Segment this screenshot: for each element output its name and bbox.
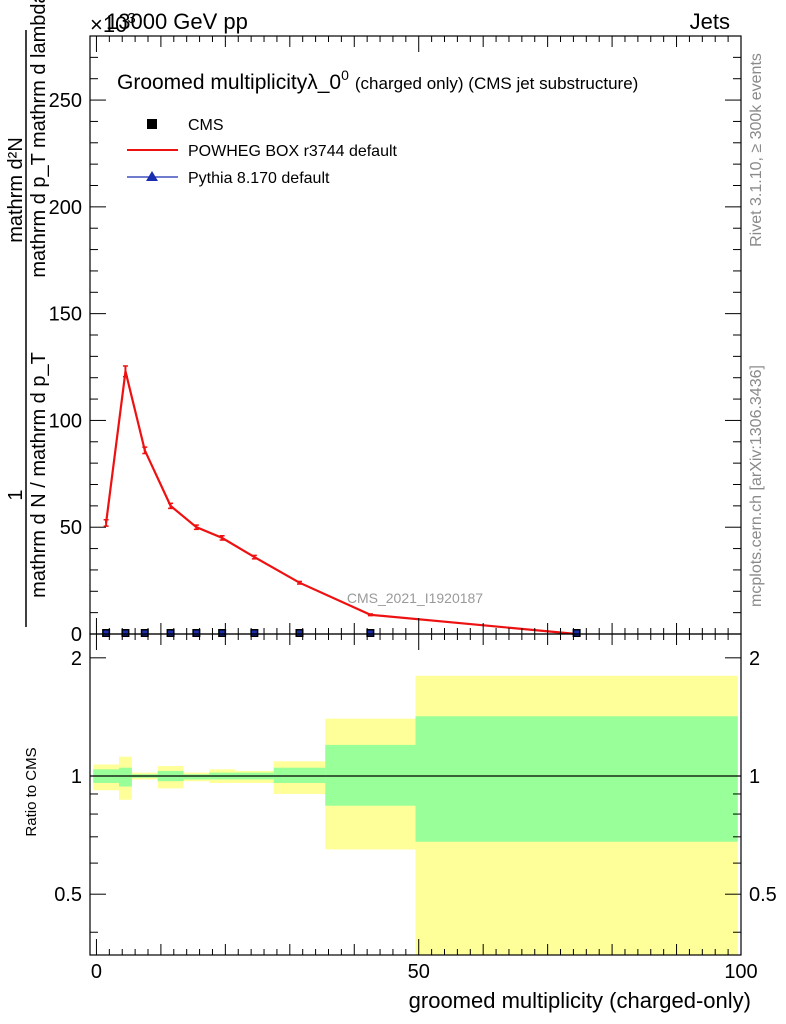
pythia-point-8 bbox=[367, 630, 373, 636]
y-axis-label-prefix: mathrm d N / mathrm d p_T bbox=[28, 352, 50, 598]
y-axis-label-one: 1 bbox=[5, 489, 27, 500]
legend-label-powheg: POWHEG BOX r3744 default bbox=[188, 143, 398, 160]
legend-label-pythia: Pythia 8.170 default bbox=[188, 170, 330, 187]
pythia-point-7 bbox=[296, 630, 302, 636]
ratio-y-tick-label-right-1: 1 bbox=[749, 766, 760, 788]
y-tick-label-50: 50 bbox=[60, 517, 82, 539]
ratio-y-tick-label-right-0.5: 0.5 bbox=[749, 884, 777, 906]
process-label: Jets bbox=[690, 9, 730, 34]
exponent-label: ×103 bbox=[90, 10, 136, 37]
x-tick-label-100: 100 bbox=[724, 961, 757, 983]
ratio-y-tick-label-left-1: 1 bbox=[71, 766, 82, 788]
analysis-watermark: CMS_2021_I1920187 bbox=[347, 590, 483, 606]
ratio-plot: 0 50 100 0.5 0.5 1 1 2 2 bbox=[54, 633, 777, 983]
ratio-band-green-1 bbox=[119, 767, 132, 787]
pythia-point-5 bbox=[219, 630, 225, 636]
pythia-point-9 bbox=[574, 630, 580, 636]
legend-marker-cms bbox=[147, 119, 157, 129]
ratio-y-tick-label-left-0.5: 0.5 bbox=[54, 884, 82, 906]
pythia-point-1 bbox=[122, 630, 128, 636]
x-tick-label-0: 0 bbox=[91, 961, 102, 983]
ratio-plot-frame bbox=[89, 633, 742, 956]
energy-label: 13000 GeV pp bbox=[106, 9, 248, 34]
ratio-band-green-7 bbox=[273, 767, 326, 783]
ratio-y-tick-label-left-2: 2 bbox=[71, 648, 82, 670]
pythia-point-3 bbox=[168, 630, 174, 636]
x-tick-label-50: 50 bbox=[408, 961, 430, 983]
pythia-point-6 bbox=[251, 630, 257, 636]
ratio-band-green-8 bbox=[325, 744, 416, 806]
x-axis-label: groomed multiplicity (charged-only) bbox=[409, 988, 751, 1013]
ratio-band-green-4 bbox=[183, 774, 210, 780]
y-tick-label-0: 0 bbox=[71, 624, 82, 646]
y-tick-label-100: 100 bbox=[49, 410, 82, 432]
chart-title: Groomed multiplicityλ_00 (charged only) (… bbox=[117, 67, 638, 94]
pythia-point-2 bbox=[142, 630, 148, 636]
ratio-y-axis-label: Ratio to CMS bbox=[23, 747, 40, 836]
y-tick-label-150: 150 bbox=[49, 304, 82, 326]
legend-label-cms: CMS bbox=[188, 117, 224, 134]
ratio-band-green-9 bbox=[415, 716, 738, 842]
y-tick-label-250: 250 bbox=[49, 90, 82, 112]
y-axis-label-denominator: mathrm d p_T mathrm d lambda bbox=[28, 0, 50, 278]
pythia-point-4 bbox=[193, 630, 199, 636]
powheg-line bbox=[105, 371, 577, 636]
mcplots-label: mcplots.cern.ch [arXiv:1306.3436] bbox=[748, 365, 765, 607]
pythia-point-0 bbox=[103, 630, 109, 636]
main-plot: 0 50 100 150 200 250 bbox=[49, 35, 742, 646]
rivet-label: Rivet 3.1.10, ≥ 300k events bbox=[748, 53, 765, 247]
y-tick-label-200: 200 bbox=[49, 197, 82, 219]
ratio-y-tick-label-right-2: 2 bbox=[749, 648, 760, 670]
legend: CMS POWHEG BOX r3744 default Pythia 8.17… bbox=[127, 117, 398, 187]
y-axis-label: 1 mathrm d²N mathrm d p_T mathrm d lambd… bbox=[5, 0, 50, 627]
legend-marker-pythia bbox=[146, 171, 158, 181]
y-axis-label-numerator: mathrm d²N bbox=[5, 137, 27, 243]
